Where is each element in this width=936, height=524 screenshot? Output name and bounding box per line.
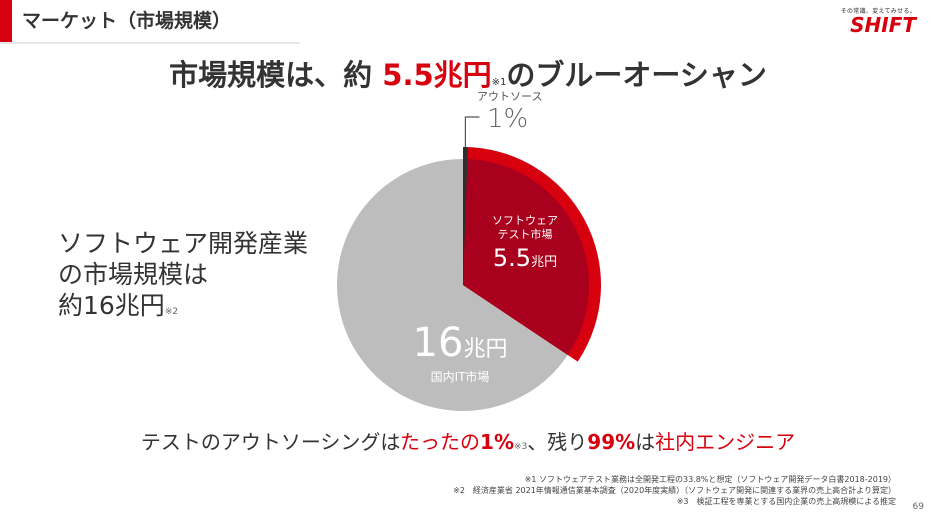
outsource-callout-line bbox=[464, 116, 480, 147]
headline-suffix: のブルーオーシャン bbox=[506, 58, 767, 92]
conclusion-part-7: 社内エンジニア bbox=[655, 430, 796, 454]
outsource-callout-label: アウトソース bbox=[477, 90, 543, 103]
market-size-note: ※2 bbox=[164, 307, 179, 317]
it-market-number: 16 bbox=[412, 320, 464, 366]
test-market-unit: 兆円 bbox=[531, 255, 558, 270]
header-accent-bar bbox=[0, 0, 12, 42]
headline-note: ※1 bbox=[491, 77, 507, 88]
test-market-label-line-1: ソフトウェア bbox=[492, 214, 558, 227]
header-divider bbox=[0, 42, 300, 44]
test-market-number: 5.5 bbox=[492, 244, 532, 272]
conclusion-part-1: テストのアウトソーシングは bbox=[140, 430, 401, 454]
test-market-label-line-2: テスト市場 bbox=[497, 228, 553, 241]
footnote-1: ※1 ソフトウェアテスト業務は全開発工程の33.8%と想定（ソフトウェア開発デー… bbox=[524, 475, 896, 484]
outsource-callout-value: 1% bbox=[487, 104, 529, 134]
conclusion-part-3: 1% bbox=[480, 430, 514, 454]
conclusion-part-6: は bbox=[635, 430, 656, 454]
pie-slice-test-market bbox=[463, 159, 590, 355]
market-size-line-3: 約16兆円 bbox=[58, 291, 165, 320]
it-market-value: 16兆円 bbox=[380, 320, 540, 366]
conclusion-part-2: たったの bbox=[400, 430, 481, 454]
pie-slice-outsource bbox=[463, 146, 468, 285]
conclusion-part-5: 99% bbox=[587, 430, 636, 454]
market-size-line-2: の市場規模は bbox=[58, 260, 209, 289]
footnote-3: ※3 検証工程を専業とする国内企業の売上高規模による推定 bbox=[676, 497, 896, 506]
pie-slice-it-market bbox=[337, 159, 568, 411]
headline-prefix: 市場規模は、約 bbox=[169, 58, 383, 92]
it-market-caption: 国内IT市場 bbox=[430, 370, 490, 384]
company-logo: その常識、変えてみせる。 SHIFT bbox=[841, 6, 916, 35]
headline: 市場規模は、約 5.5兆円※1のブルーオーシャン bbox=[0, 52, 936, 94]
footnote-2: ※2 経済産業省 2021年情報通信業基本調査（2020年度実績）（ソフトウェア… bbox=[453, 486, 896, 495]
page-number: 69 bbox=[912, 502, 924, 512]
footnotes: ※1 ソフトウェアテスト業務は全開発工程の33.8%と想定（ソフトウェア開発デー… bbox=[453, 474, 896, 507]
conclusion-part-4: 、残り bbox=[527, 430, 588, 454]
headline-highlight: 5.5兆円 bbox=[382, 58, 492, 92]
logo-wordmark: SHIFT bbox=[850, 13, 916, 37]
slide-title: マーケット（市場規模） bbox=[22, 10, 232, 32]
market-size-line-1: ソフトウェア開発産業 bbox=[58, 229, 309, 258]
it-market-unit: 兆円 bbox=[463, 337, 508, 362]
market-size-text: ソフトウェア開発産業 の市場規模は 約16兆円※2 bbox=[58, 228, 308, 328]
conclusion-text: テストのアウトソーシングはたったの1%※3、残り99%は社内エンジニア bbox=[0, 426, 936, 455]
test-market-value: 5.5兆円 bbox=[480, 244, 570, 272]
conclusion-note: ※3 bbox=[514, 442, 528, 452]
test-market-label: ソフトウェア テスト市場 bbox=[475, 214, 575, 242]
logo-tagline: その常識、変えてみせる。 bbox=[840, 8, 916, 15]
